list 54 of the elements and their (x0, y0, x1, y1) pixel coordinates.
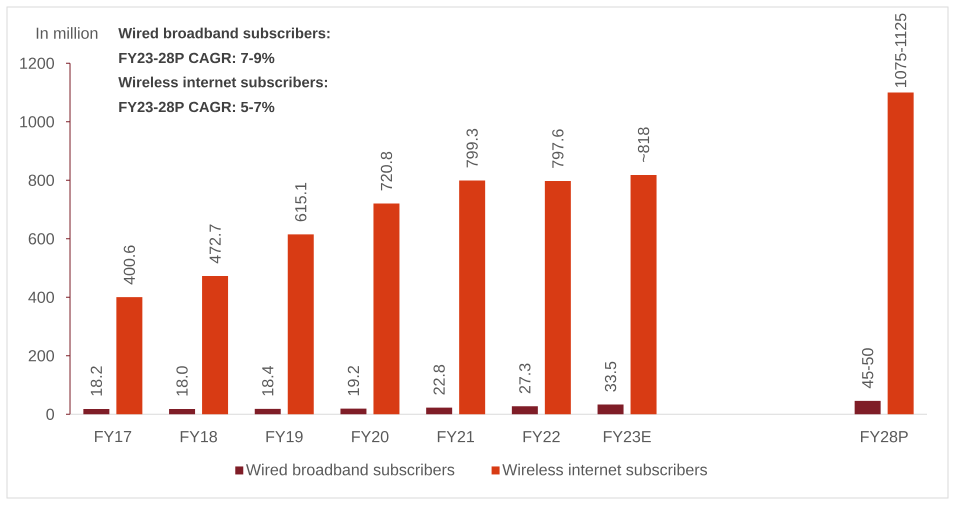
text: FY23-28P CAGR: 7-9% (119, 52, 274, 64)
data-label: 18.0 (176, 366, 188, 396)
bar (512, 406, 538, 414)
text: Wired broadband subscribers: (118, 28, 330, 38)
bar (459, 180, 486, 414)
data-label: 472.7 (209, 224, 221, 264)
y-tick-label: 1200 (20, 58, 54, 69)
x-tick-label: FY23E (604, 431, 651, 442)
bar (83, 408, 110, 414)
data-label: 22.8 (433, 364, 445, 395)
annotation: Wireless internet subscribers: (118, 76, 328, 88)
data-label: 18.2 (90, 366, 102, 396)
x-tick-label: FY28P (861, 431, 908, 442)
bar (854, 400, 881, 414)
data-label: 19.2 (348, 366, 360, 396)
data-label: 27.3 (519, 364, 531, 394)
bar (340, 408, 366, 414)
bar (116, 297, 142, 414)
bar (373, 203, 400, 414)
y-tick-label: 400 (28, 292, 54, 303)
bar (426, 408, 452, 414)
x-tick-label: FY22 (524, 431, 560, 442)
y-tick-label: 800 (28, 174, 54, 186)
legend-label: Wired broadband subscribers (246, 464, 454, 476)
y-tick-label: 200 (28, 350, 54, 362)
data-label: 797.6 (552, 129, 564, 168)
bar (169, 409, 196, 414)
x-tick-label: FY21 (438, 431, 474, 442)
annotation: FY23-28P CAGR: 5-7% (119, 102, 274, 112)
bar (630, 175, 657, 414)
y-tick-label: 0 (46, 408, 54, 420)
x-tick-label: FY20 (352, 431, 388, 442)
data-label: 615.1 (295, 182, 306, 222)
bar (544, 180, 571, 414)
data-label: 799.3 (466, 128, 478, 168)
y-tick-label: 1000 (20, 116, 54, 128)
bar (202, 276, 228, 414)
y-tick-label: 600 (28, 233, 54, 244)
bar (598, 404, 624, 414)
data-label: 45-50 (862, 348, 874, 388)
data-label: 33.5 (604, 362, 616, 392)
data-label: ~818 (638, 127, 650, 162)
y-axis-title: In million (36, 27, 98, 39)
bar (288, 234, 314, 414)
bar (888, 92, 914, 414)
x-tick-label: FY17 (95, 431, 132, 442)
data-label: 720.8 (380, 152, 392, 190)
data-label: 1075-1125 (894, 14, 906, 88)
bar (254, 408, 281, 414)
x-tick-label: FY19 (266, 431, 303, 442)
data-label: 18.4 (262, 366, 274, 396)
legend-label: Wireless internet subscribers (502, 464, 708, 476)
data-label: 400.6 (124, 246, 136, 284)
x-tick-label: FY18 (180, 431, 217, 442)
